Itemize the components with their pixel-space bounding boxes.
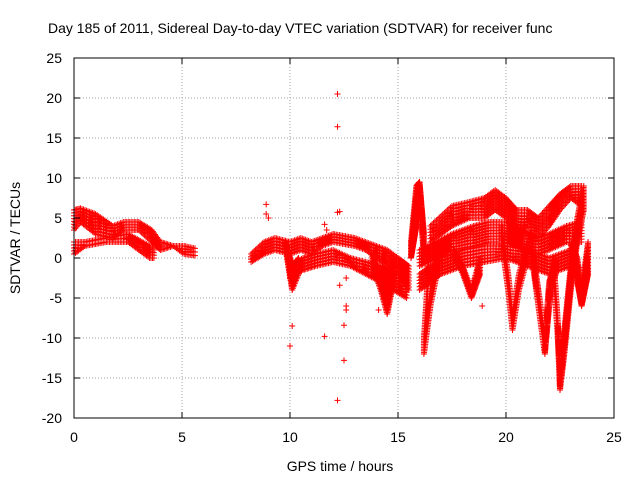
- y-tick-label: 0: [54, 250, 62, 266]
- data-point: [479, 303, 486, 309]
- data-band-dip-1: [369, 251, 397, 317]
- x-tick-label: 5: [178, 429, 186, 445]
- data-point: [321, 333, 328, 340]
- tick-marks: [73, 57, 615, 419]
- y-tick-label: 15: [46, 130, 62, 146]
- data-point: [334, 123, 341, 130]
- y-tick-label: 5: [54, 210, 62, 226]
- data-point: [289, 323, 296, 329]
- x-tick-label: 25: [606, 429, 622, 445]
- data-point: [336, 282, 343, 289]
- data-point: [343, 275, 350, 281]
- data-band-dive-2: [451, 247, 484, 301]
- data-band-dip-2: [282, 239, 302, 293]
- x-tick-label: 15: [390, 429, 406, 445]
- data-point: [321, 221, 328, 228]
- grid-lines: [74, 58, 614, 418]
- data-point: [265, 215, 272, 221]
- y-tick-label: -20: [42, 410, 62, 426]
- data-band-dive-3: [498, 223, 531, 333]
- tick-labels: 0 5 10 15 20 25 -20 -15 -10 -5 0 5 10 15 20 25: [42, 50, 622, 445]
- y-tick-label: 10: [46, 170, 62, 186]
- data-point: [334, 91, 341, 97]
- data-point: [263, 201, 270, 208]
- data-point: [341, 322, 347, 329]
- data-point: [343, 307, 350, 313]
- y-tick-label: 25: [46, 50, 62, 66]
- data-points: [71, 91, 592, 404]
- data-band-spike-1: [408, 179, 427, 261]
- y-tick-label: -15: [42, 370, 62, 386]
- data-point: [287, 343, 293, 349]
- x-tick-label: 20: [498, 429, 514, 445]
- x-tick-label: 0: [70, 429, 78, 445]
- data-point: [334, 209, 341, 216]
- data-point: [334, 397, 341, 404]
- data-band-dive-4: [528, 243, 559, 357]
- y-tick-label: -10: [42, 330, 62, 346]
- data-point: [323, 227, 330, 233]
- y-tick-label: -5: [50, 290, 63, 306]
- plot-border: [73, 57, 615, 419]
- data-point: [341, 357, 347, 364]
- x-tick-label: 10: [282, 429, 298, 445]
- data-band-dive-1: [420, 255, 440, 357]
- y-axis-label: SDTVAR / TECUs: [7, 182, 23, 294]
- chart-title: Day 185 of 2011, Sidereal Day-to-day VTE…: [48, 20, 552, 36]
- data-band-afternoon-upper: [427, 183, 585, 245]
- data-band-dive-6: [567, 239, 592, 309]
- y-tick-label: 20: [46, 90, 62, 106]
- data-point: [375, 307, 382, 313]
- x-axis-label: GPS time / hours: [287, 458, 394, 474]
- data-point: [263, 211, 270, 217]
